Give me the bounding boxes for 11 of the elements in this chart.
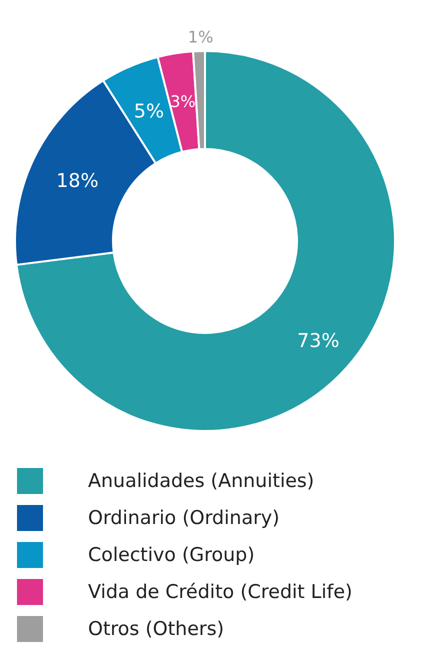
legend-label: Otros (Others) <box>88 618 224 640</box>
data-label: 3% <box>170 92 196 112</box>
data-label: 5% <box>134 100 164 123</box>
legend-label: Colectivo (Group) <box>88 544 255 566</box>
legend-label: Anualidades (Annuities) <box>88 470 314 492</box>
data-label: 73% <box>297 330 340 352</box>
data-label: 18% <box>56 170 99 192</box>
legend-label: Vida de Crédito (Credit Life) <box>88 580 352 602</box>
legend-label: Ordinario (Ordinary) <box>88 506 280 528</box>
donut-slice <box>16 50 396 432</box>
data-label: 1% <box>188 28 214 47</box>
